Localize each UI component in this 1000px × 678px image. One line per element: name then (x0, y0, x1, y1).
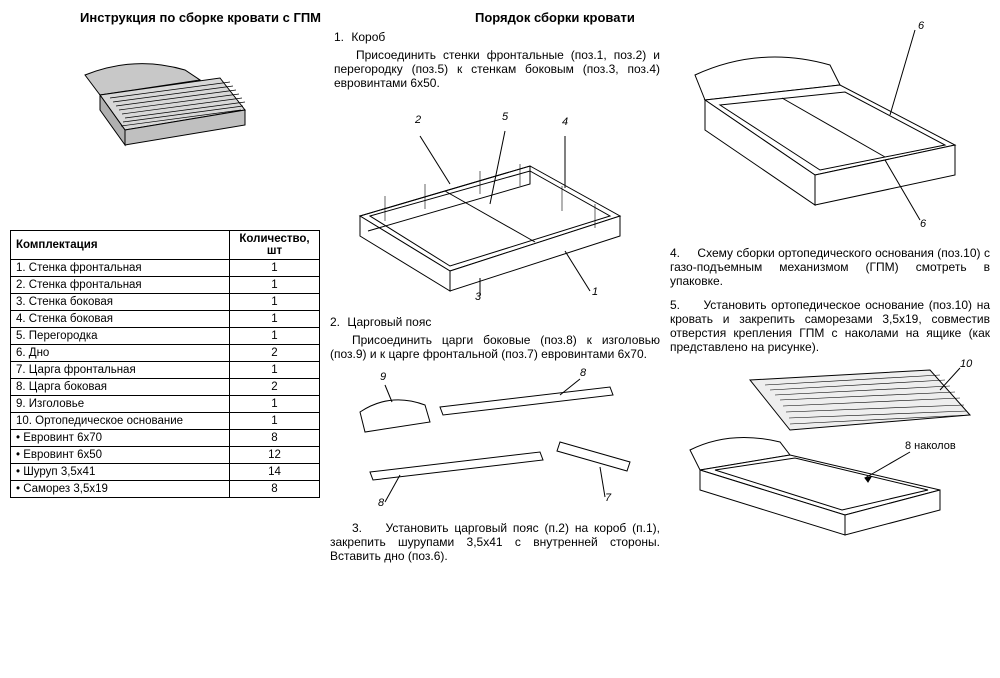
step2-title: Царговый пояс (347, 315, 431, 329)
part-qty-cell: 1 (230, 362, 320, 379)
step4-num: 4. (670, 246, 680, 260)
left-column: Комплектация Количество, шт 1. Стенка фр… (10, 30, 320, 498)
step3-text: 3. Установить царговый пояс (п.2) на кор… (330, 521, 660, 563)
table-row: 2. Стенка фронтальная1 (11, 277, 320, 294)
step-4: 4. Схему сборки ортопедического основани… (670, 246, 990, 288)
bed-overview-diagram (65, 40, 265, 160)
step-2: 2. Царговый пояс Присоединить царги боко… (330, 315, 660, 361)
part-name-cell: 4. Стенка боковая (11, 311, 230, 328)
parts-table: Комплектация Количество, шт 1. Стенка фр… (10, 230, 320, 498)
right-column: 6 6 4. Схему сборки ортопедического осно… (670, 20, 990, 545)
part-qty-cell: 2 (230, 345, 320, 362)
part-name-cell: 7. Царга фронтальная (11, 362, 230, 379)
table-row: 10. Ортопедическое основание1 (11, 413, 320, 430)
callout-2: 2 (415, 114, 421, 126)
part-qty-cell: 8 (230, 481, 320, 498)
callout-6b: 6 (920, 218, 926, 230)
step5-num: 5. (670, 298, 680, 312)
step1-num: 1. (334, 30, 344, 44)
part-name-cell: 2. Стенка фронтальная (11, 277, 230, 294)
step2-text: Присоединить царги боковые (поз.8) к изг… (330, 333, 660, 361)
parts-header-name: Комплектация (11, 231, 230, 260)
step3-num: 3. (352, 521, 362, 535)
diagram-final-assembly: 10 8 наколов (670, 360, 980, 545)
table-row: 6. Дно2 (11, 345, 320, 362)
callout-nakol: 8 наколов (905, 440, 956, 452)
table-row: 7. Царга фронтальная1 (11, 362, 320, 379)
parts-header-qty: Количество, шт (230, 231, 320, 260)
middle-column: 1. Короб Присоединить стенки фронтальные… (330, 30, 660, 569)
part-name-cell: 8. Царга боковая (11, 379, 230, 396)
part-qty-cell: 1 (230, 328, 320, 345)
part-qty-cell: 1 (230, 294, 320, 311)
table-row: 8. Царга боковая2 (11, 379, 320, 396)
diagram-korob: 2 5 4 3 1 (330, 96, 650, 311)
part-qty-cell: 12 (230, 447, 320, 464)
diagram-tsarga: 9 8 8 7 (330, 367, 650, 517)
part-qty-cell: 2 (230, 379, 320, 396)
table-row: 1. Стенка фронтальная1 (11, 260, 320, 277)
table-row: • Шуруп 3,5х4114 (11, 464, 320, 481)
step-3: 3. Установить царговый пояс (п.2) на кор… (330, 521, 660, 563)
part-qty-cell: 1 (230, 396, 320, 413)
callout-8a: 8 (580, 367, 586, 379)
part-name-cell: 6. Дно (11, 345, 230, 362)
callout-9: 9 (380, 371, 386, 383)
callout-5: 5 (502, 111, 508, 123)
callout-6a: 6 (918, 20, 924, 32)
table-row: • Евровинт 6х708 (11, 430, 320, 447)
part-name-cell: • Шуруп 3,5х41 (11, 464, 230, 481)
step1-text: Присоединить стенки фронтальные (поз.1, … (334, 48, 660, 90)
callout-3: 3 (475, 291, 481, 303)
table-row: • Саморез 3,5х198 (11, 481, 320, 498)
diagram-assembled-box: 6 6 (670, 20, 980, 240)
callout-8b: 8 (378, 497, 384, 509)
step2-num: 2. (330, 315, 340, 329)
part-name-cell: • Саморез 3,5х19 (11, 481, 230, 498)
callout-10: 10 (960, 358, 972, 370)
part-name-cell: 9. Изголовье (11, 396, 230, 413)
callout-4: 4 (562, 116, 568, 128)
table-row: • Евровинт 6х5012 (11, 447, 320, 464)
part-qty-cell: 1 (230, 311, 320, 328)
part-name-cell: 5. Перегородка (11, 328, 230, 345)
part-name-cell: 10. Ортопедическое основание (11, 413, 230, 430)
part-name-cell: • Евровинт 6х70 (11, 430, 230, 447)
table-row: 3. Стенка боковая1 (11, 294, 320, 311)
part-qty-cell: 14 (230, 464, 320, 481)
part-name-cell: • Евровинт 6х50 (11, 447, 230, 464)
callout-7: 7 (605, 492, 611, 504)
step-5: 5. Установить ортопедическое основание (… (670, 298, 990, 354)
table-row: 9. Изголовье1 (11, 396, 320, 413)
step4-text: 4. Схему сборки ортопедического основани… (670, 246, 990, 288)
part-qty-cell: 8 (230, 430, 320, 447)
part-qty-cell: 1 (230, 277, 320, 294)
table-row: 4. Стенка боковая1 (11, 311, 320, 328)
doc-title-right: Порядок сборки кровати (475, 10, 635, 25)
step5-text: 5. Установить ортопедическое основание (… (670, 298, 990, 354)
step-1: 1. Короб Присоединить стенки фронтальные… (334, 30, 660, 90)
table-row: 5. Перегородка1 (11, 328, 320, 345)
part-name-cell: 3. Стенка боковая (11, 294, 230, 311)
doc-title-left: Инструкция по сборке кровати с ГПМ (80, 10, 321, 25)
part-name-cell: 1. Стенка фронтальная (11, 260, 230, 277)
step1-title: Короб (351, 30, 385, 44)
part-qty-cell: 1 (230, 260, 320, 277)
part-qty-cell: 1 (230, 413, 320, 430)
callout-1: 1 (592, 286, 598, 298)
